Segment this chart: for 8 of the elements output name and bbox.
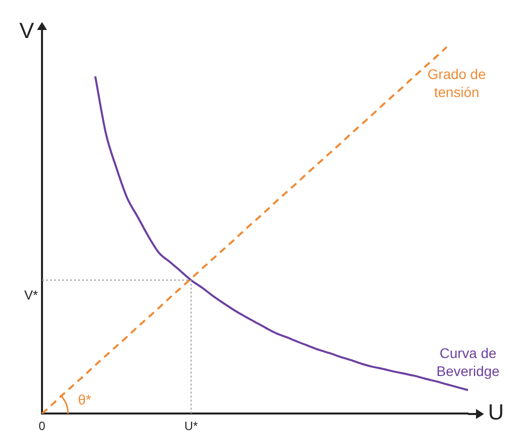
series-label: Curva de Beveridge — [436, 344, 500, 379]
ref-line-label: V* — [24, 288, 38, 303]
x-tick-label: 0 — [38, 419, 46, 434]
y-axis-title: V — [19, 18, 34, 44]
x-tick-label: U* — [184, 419, 198, 434]
series-label: Grado de tensión — [428, 66, 486, 100]
x-axis-title: U — [488, 400, 504, 425]
annotation: θ* — [78, 391, 92, 408]
